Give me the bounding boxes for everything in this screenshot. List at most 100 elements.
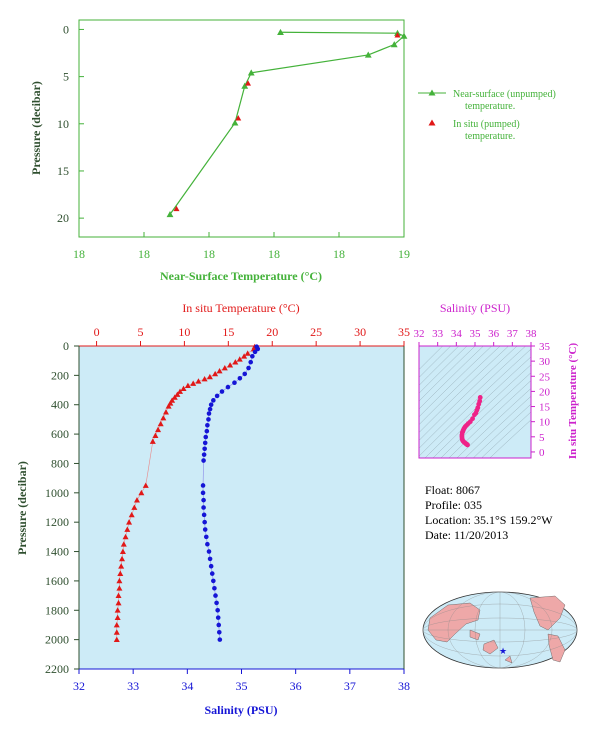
temperature-point xyxy=(119,555,126,562)
density-contour xyxy=(419,346,452,378)
float-id: Float: 8067 xyxy=(425,483,481,497)
ts-temperature-axis: 0 5 10 15 20 25 30 35 xyxy=(531,341,551,459)
salinity-tick-label: 37 xyxy=(344,679,356,693)
pumped-point xyxy=(173,205,180,212)
salinity-point xyxy=(201,512,207,518)
temperature-point xyxy=(180,385,187,391)
temperature-point xyxy=(177,388,184,394)
near-surface-plot-frame xyxy=(78,19,405,238)
ts-temperature-tick-label: 35 xyxy=(539,341,551,353)
temperature-point xyxy=(160,414,167,421)
ts-temperature-tick-label: 25 xyxy=(539,371,551,383)
temperature-point xyxy=(227,362,234,368)
legend-pumped-label-1: In situ (pumped) xyxy=(453,119,520,130)
x-tick-label: 18 xyxy=(333,247,345,261)
pressure-tick-label: 800 xyxy=(51,456,69,470)
temperature-tick-label: 0 xyxy=(94,325,100,339)
salinity-point xyxy=(219,389,225,394)
density-contour xyxy=(419,346,493,417)
temperature-tick-label: 15 xyxy=(222,325,234,339)
density-contour xyxy=(419,346,460,386)
temperature-tick-label: 10 xyxy=(178,325,190,339)
salinity-point xyxy=(217,637,223,642)
salinity-point xyxy=(209,571,215,576)
temperature-axis: 0 5 10 15 20 25 30 35 xyxy=(94,325,410,346)
temperature-point xyxy=(116,585,123,591)
salinity-point xyxy=(207,556,213,562)
temperature-point xyxy=(195,378,202,384)
temperature-point xyxy=(184,382,191,389)
pressure-tick-label: 1200 xyxy=(45,515,69,529)
temperature-point xyxy=(133,497,140,503)
pumped-point xyxy=(235,115,242,121)
y-tick-label: 10 xyxy=(57,117,69,131)
pressure-tick-label: 200 xyxy=(51,368,69,382)
density-contour xyxy=(419,346,501,425)
salinity-point xyxy=(242,371,248,377)
temperature-point xyxy=(190,380,197,386)
salinity-point xyxy=(202,519,207,525)
temperature-tick-label: 30 xyxy=(354,325,366,339)
salinity-point xyxy=(246,365,251,371)
pressure-tick-label: 0 xyxy=(63,339,69,353)
salinity-point xyxy=(208,402,214,408)
pressure-tick-label: 1000 xyxy=(45,486,69,500)
salinity-point xyxy=(206,549,212,554)
salinity-point xyxy=(207,406,213,412)
temperature-tick-label: 20 xyxy=(266,325,278,339)
salinity-point xyxy=(205,541,210,547)
temperature-point xyxy=(206,373,213,380)
profile-plot-background xyxy=(79,346,404,669)
pressure-tick-label: 600 xyxy=(51,427,69,441)
temperature-tick-label: 25 xyxy=(310,325,322,339)
near-surface-x-label: Near-Surface Temperature (°C) xyxy=(160,269,322,283)
x-tick-label: 18 xyxy=(73,247,85,261)
temperature-tick-label: 5 xyxy=(137,325,143,339)
temperature-point xyxy=(155,426,162,433)
salinity-point xyxy=(211,578,216,584)
unpumped-point xyxy=(166,210,174,218)
profile-date: Date: 11/20/2013 xyxy=(425,528,509,542)
profile-chart: 0 5 10 15 20 25 30 35 32 33 34 35 36 37 38 0 200 400 600… xyxy=(15,301,410,717)
pressure-axis-label: Pressure (decibar) xyxy=(15,461,29,555)
pressure-tick-label: 2200 xyxy=(45,662,69,676)
unpumped-point xyxy=(247,69,255,76)
legend-pumped-label-2: temperature. xyxy=(465,131,515,142)
x-tick-label: 19 xyxy=(398,247,410,261)
ts-point xyxy=(476,401,482,407)
near-surface-legend: Near-surface (unpumped) temperature. In … xyxy=(418,89,556,142)
temperature-point xyxy=(113,636,120,643)
salinity-point xyxy=(206,411,212,416)
ts-temperature-tick-label: 15 xyxy=(539,402,551,414)
ts-temperature-tick-label: 30 xyxy=(539,356,551,368)
temperature-point xyxy=(212,370,219,377)
ts-point xyxy=(472,412,477,418)
ts-point xyxy=(477,395,483,400)
salinity-point xyxy=(202,527,208,532)
unpumped-point xyxy=(390,41,398,48)
unpumped-point xyxy=(241,82,249,89)
profile-number: Profile: 035 xyxy=(425,498,482,512)
world-map: ★ xyxy=(422,591,578,669)
density-contour xyxy=(464,396,531,458)
temperature-tick-label: 35 xyxy=(398,325,410,339)
salinity-point xyxy=(203,534,209,540)
temperature-point xyxy=(236,356,243,362)
y-tick-label: 20 xyxy=(57,211,69,225)
ts-temperature-tick-label: 0 xyxy=(539,447,545,459)
salinity-point xyxy=(248,359,254,365)
ts-salinity-tick-label: 32 xyxy=(414,328,425,340)
salinity-point xyxy=(214,600,219,606)
unpumped-point xyxy=(400,32,408,39)
near-surface-y-label: Pressure (decibar) xyxy=(29,81,43,175)
y-tick-label: 0 xyxy=(63,22,69,36)
salinity-point xyxy=(201,505,206,510)
temperature-point xyxy=(115,592,122,598)
density-contour xyxy=(419,346,484,410)
salinity-point xyxy=(202,440,208,446)
salinity-point xyxy=(215,615,221,620)
pumped-point xyxy=(245,80,251,86)
ts-salinity-tick-label: 38 xyxy=(526,328,538,340)
salinity-point xyxy=(225,384,231,390)
salinity-point xyxy=(232,380,237,386)
